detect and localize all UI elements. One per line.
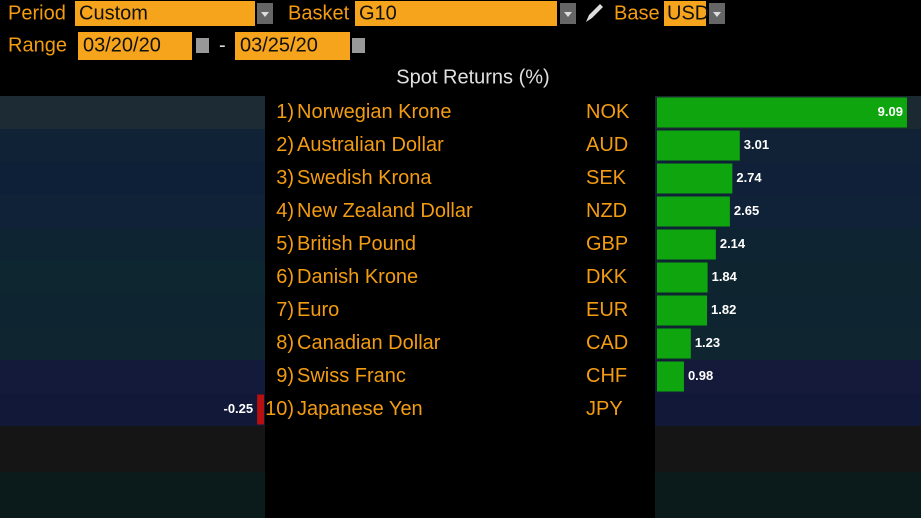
currency-code: GBP: [586, 233, 628, 255]
table-title: Spot Returns (%): [396, 66, 549, 88]
row-band: [0, 327, 265, 360]
rank: 8): [276, 332, 294, 354]
empty-band: [655, 426, 921, 472]
base-field[interactable]: [664, 1, 706, 26]
value-label: 0.98: [688, 368, 713, 383]
base-value[interactable]: USD: [667, 2, 709, 24]
dropdown-arrow: [564, 12, 572, 17]
currency-code: SEK: [586, 167, 627, 189]
currency-name[interactable]: New Zealand Dollar: [297, 200, 473, 222]
row-band: [0, 162, 265, 195]
rank: 5): [276, 233, 294, 255]
currency-code: NZD: [586, 200, 627, 222]
value-label: 9.09: [878, 104, 903, 119]
calendar-icon[interactable]: [352, 38, 365, 53]
range-separator: -: [219, 34, 226, 56]
dropdown-arrow: [261, 12, 269, 17]
currency-name[interactable]: Canadian Dollar: [297, 332, 441, 354]
rank: 7): [276, 299, 294, 321]
rank: 4): [276, 200, 294, 222]
currency-code: JPY: [586, 398, 623, 420]
row-band: [0, 96, 265, 129]
range-label: Range: [8, 34, 67, 56]
currency-name[interactable]: Norwegian Krone: [297, 101, 452, 123]
period-label: Period: [8, 2, 66, 24]
currency-code: NOK: [586, 101, 630, 123]
value-label: -0.25: [223, 401, 253, 416]
range-start-field[interactable]: [78, 32, 192, 60]
currency-code: CAD: [586, 332, 628, 354]
range-end[interactable]: 03/25/20: [240, 34, 318, 56]
bar: [657, 163, 733, 194]
row-band: [655, 360, 921, 393]
currency-name[interactable]: Euro: [297, 299, 339, 321]
value-label: 3.01: [744, 137, 769, 152]
row-band: [655, 327, 921, 360]
dropdown-arrow: [713, 12, 721, 17]
rank: 1): [276, 101, 294, 123]
basket-value[interactable]: G10: [359, 2, 397, 24]
empty-band: [0, 426, 265, 472]
value-label: 1.82: [711, 302, 736, 317]
period-field[interactable]: [75, 1, 255, 26]
bar: [657, 295, 708, 326]
currency-code: EUR: [586, 299, 628, 321]
value-label: 1.23: [695, 335, 720, 350]
currency-name[interactable]: British Pound: [297, 233, 416, 255]
bar: [657, 229, 716, 260]
currency-code: DKK: [586, 266, 628, 288]
row-band: [0, 360, 265, 393]
bar: [657, 361, 684, 392]
rank: 9): [276, 365, 294, 387]
rank: 3): [276, 167, 294, 189]
currency-name[interactable]: Swedish Krona: [297, 167, 432, 189]
bar: [657, 97, 907, 128]
rank: 2): [276, 134, 294, 156]
empty-band: [0, 472, 265, 518]
row-band: [0, 261, 265, 294]
row-band: [0, 228, 265, 261]
currency-name[interactable]: Australian Dollar: [297, 134, 444, 156]
value-label: 2.65: [734, 203, 759, 218]
rank: 6): [276, 266, 294, 288]
value-label: 2.74: [736, 170, 762, 185]
row-band: [0, 195, 265, 228]
empty-band: [655, 472, 921, 518]
currency-code: CHF: [586, 365, 627, 387]
basket-label: Basket: [288, 2, 350, 24]
currency-name[interactable]: Swiss Franc: [297, 365, 406, 387]
base-label: Base: [614, 2, 660, 24]
currency-name[interactable]: Japanese Yen: [297, 398, 423, 420]
edit-icon[interactable]: [586, 4, 603, 22]
currency-name[interactable]: Danish Krone: [297, 266, 418, 288]
bar: [657, 196, 730, 227]
period-value[interactable]: Custom: [79, 2, 148, 24]
bar: [657, 328, 691, 359]
row-band: [0, 294, 265, 327]
bar: [257, 394, 264, 425]
bar: [657, 130, 740, 161]
range-end-field[interactable]: [235, 32, 350, 60]
row-band: [0, 393, 265, 426]
rank: 10): [265, 398, 294, 420]
currency-code: AUD: [586, 134, 628, 156]
range-start[interactable]: 03/20/20: [83, 34, 161, 56]
value-label: 2.14: [720, 236, 746, 251]
calendar-icon[interactable]: [196, 38, 209, 53]
value-label: 1.84: [712, 269, 738, 284]
row-band: [0, 129, 265, 162]
basket-field[interactable]: [355, 1, 557, 26]
bar: [657, 262, 708, 293]
row-band: [655, 393, 921, 426]
